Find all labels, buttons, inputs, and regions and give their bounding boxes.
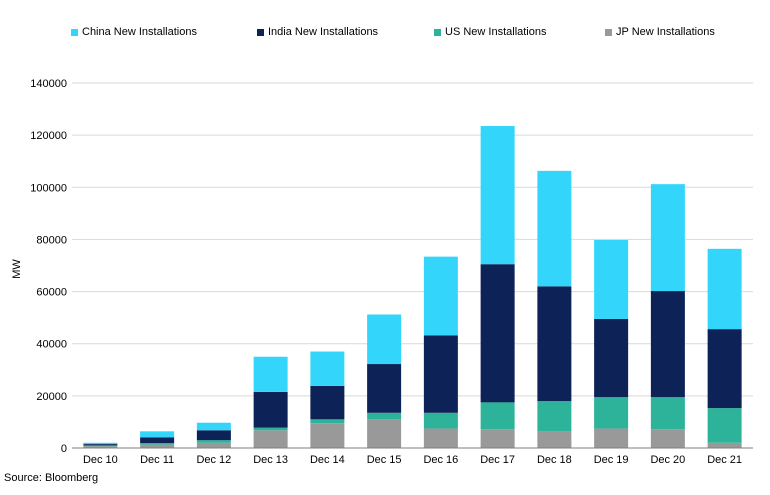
bar-india-dec-15 (367, 364, 402, 413)
y-tick-label: 140000 (30, 78, 67, 90)
y-tick-label: 60000 (36, 287, 67, 299)
y-tick-label: 20000 (36, 391, 67, 403)
bar-china-dec-16 (423, 256, 458, 336)
bar-china-dec-10 (83, 442, 118, 445)
legend-label-india: India New Installations (268, 26, 379, 38)
bar-china-dec-11 (140, 431, 175, 438)
bar-india-dec-12 (196, 430, 231, 441)
x-tick-label: Dec 18 (537, 454, 572, 466)
legend-swatch-india (257, 28, 264, 36)
bar-jp-dec-19 (594, 428, 629, 448)
x-tick-label: Dec 14 (310, 454, 345, 466)
bar-us-dec-19 (594, 397, 629, 429)
legend-label-us: US New Installations (445, 26, 547, 38)
legend-item-india: India New Installations (257, 26, 378, 38)
legend-label-jp: JP New Installations (616, 26, 715, 38)
bar-jp-dec-11 (140, 444, 175, 448)
bar-us-dec-18 (537, 401, 572, 432)
source-note: Source: Bloomberg (4, 472, 99, 484)
x-tick-label: Dec 20 (650, 454, 685, 466)
bar-jp-dec-13 (253, 430, 288, 448)
bar-us-dec-14 (310, 419, 345, 424)
x-tick-label: Dec 16 (423, 454, 458, 466)
bar-china-dec-20 (650, 184, 685, 292)
x-tick-label: Dec 11 (140, 454, 174, 466)
bar-india-dec-16 (423, 335, 458, 413)
x-tick-labels: Dec 10 Dec 11 Dec 12 Dec 13 Dec 14 Dec 15 Dec … (83, 454, 742, 466)
legend-item-china: China New Installations (71, 26, 197, 38)
bar-jp-dec-18 (537, 431, 572, 448)
y-axis-label: MW (11, 259, 23, 279)
x-tick-label: Dec 21 (707, 454, 742, 466)
bar-china-dec-13 (253, 356, 288, 392)
legend-swatch-china (71, 28, 78, 36)
bar-india-dec-19 (594, 318, 629, 398)
x-tick-label: Dec 10 (83, 454, 118, 466)
bar-china-dec-12 (196, 422, 231, 431)
bar-jp-dec-16 (423, 428, 458, 448)
bar-us-dec-16 (423, 412, 458, 429)
legend-item-jp: JP New Installations (605, 26, 715, 38)
bar-us-dec-10 (83, 445, 118, 447)
bar-us-dec-11 (140, 443, 175, 445)
bar-india-dec-20 (650, 291, 685, 398)
bar-china-dec-21 (707, 248, 742, 330)
bar-jp-dec-20 (650, 429, 685, 448)
y-tick-label: 0 (61, 443, 67, 455)
x-tick-label: Dec 15 (367, 454, 402, 466)
y-tick-label: 120000 (30, 130, 67, 142)
bar-us-dec-12 (196, 440, 231, 443)
bar-us-dec-20 (650, 397, 685, 430)
bar-india-dec-13 (253, 391, 288, 428)
x-tick-label: Dec 13 (253, 454, 288, 466)
x-tick-label: Dec 17 (480, 454, 515, 466)
bar-us-dec-17 (480, 402, 515, 430)
bar-china-dec-19 (594, 239, 629, 319)
bar-jp-dec-10 (83, 446, 118, 448)
bar-jp-dec-14 (310, 423, 345, 448)
bar-india-dec-10 (83, 444, 118, 446)
x-tick-label: Dec 19 (594, 454, 629, 466)
legend-swatch-us (434, 28, 441, 36)
bar-india-dec-17 (480, 264, 515, 403)
y-tick-label: 100000 (30, 182, 67, 194)
bar-india-dec-11 (140, 437, 175, 444)
legend-swatch-jp (605, 28, 612, 36)
bar-us-dec-21 (707, 408, 742, 443)
y-tick-label: 80000 (36, 234, 67, 246)
bar-china-dec-14 (310, 351, 345, 386)
bar-jp-dec-15 (367, 419, 402, 448)
bar-jp-dec-21 (707, 442, 742, 448)
gridlines (72, 82, 753, 397)
y-tick-label: 40000 (36, 339, 67, 351)
bar-china-dec-18 (537, 170, 572, 287)
bar-jp-dec-17 (480, 429, 515, 448)
bars (83, 126, 742, 448)
bar-us-dec-15 (367, 412, 402, 420)
bar-china-dec-15 (367, 314, 402, 365)
legend-item-us: US New Installations (434, 26, 547, 38)
bar-us-dec-13 (253, 427, 288, 431)
bar-india-dec-18 (537, 286, 572, 402)
bar-india-dec-21 (707, 329, 742, 409)
y-tick-labels: 0 20000 40000 60000 80000 100000 120000 140000 (30, 78, 67, 455)
bar-india-dec-14 (310, 385, 345, 420)
bar-jp-dec-12 (196, 442, 231, 448)
legend-label-china: China New Installations (82, 26, 197, 38)
x-tick-label: Dec 12 (196, 454, 231, 466)
bar-china-dec-17 (480, 126, 515, 265)
